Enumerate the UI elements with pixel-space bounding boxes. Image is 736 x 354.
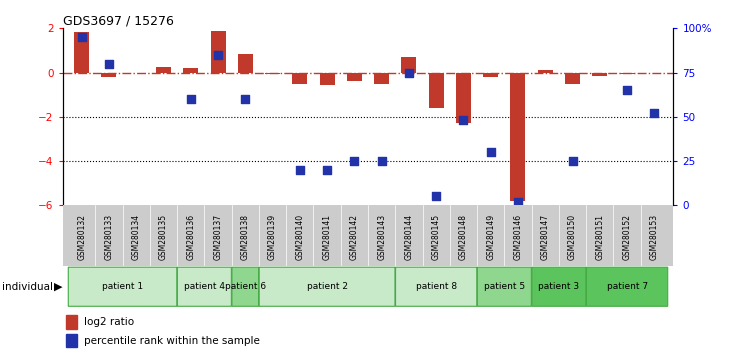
Text: GSM280137: GSM280137 bbox=[213, 214, 222, 261]
Text: GSM280135: GSM280135 bbox=[159, 214, 168, 261]
Text: patient 3: patient 3 bbox=[538, 282, 579, 291]
Text: GSM280138: GSM280138 bbox=[241, 214, 250, 260]
Text: GSM280133: GSM280133 bbox=[105, 214, 113, 261]
Text: GDS3697 / 15276: GDS3697 / 15276 bbox=[63, 14, 174, 27]
Text: GSM280152: GSM280152 bbox=[623, 214, 631, 260]
Text: patient 4: patient 4 bbox=[184, 282, 225, 291]
Text: GSM280150: GSM280150 bbox=[568, 214, 577, 261]
Text: percentile rank within the sample: percentile rank within the sample bbox=[84, 336, 260, 346]
Bar bbox=[238, 54, 252, 73]
Text: patient 7: patient 7 bbox=[606, 282, 648, 291]
Text: GSM280147: GSM280147 bbox=[541, 214, 550, 261]
Text: patient 2: patient 2 bbox=[307, 282, 347, 291]
Text: GSM280140: GSM280140 bbox=[295, 214, 304, 261]
Point bbox=[348, 158, 360, 164]
Bar bbox=[102, 73, 116, 77]
FancyBboxPatch shape bbox=[478, 267, 531, 306]
Point bbox=[376, 158, 388, 164]
Bar bbox=[74, 32, 89, 73]
Point bbox=[76, 34, 88, 40]
Bar bbox=[511, 73, 526, 201]
Text: GSM280151: GSM280151 bbox=[595, 214, 604, 260]
Point bbox=[294, 167, 305, 173]
Text: GSM280134: GSM280134 bbox=[132, 214, 141, 261]
Bar bbox=[456, 73, 471, 124]
Bar bbox=[156, 67, 171, 73]
Point bbox=[185, 96, 197, 102]
Point bbox=[103, 61, 115, 67]
Text: patient 8: patient 8 bbox=[416, 282, 457, 291]
Text: GSM280145: GSM280145 bbox=[432, 214, 441, 261]
Bar bbox=[66, 315, 77, 329]
Point bbox=[485, 149, 497, 155]
Bar bbox=[374, 73, 389, 84]
Text: patient 1: patient 1 bbox=[102, 282, 143, 291]
Text: GSM280149: GSM280149 bbox=[486, 214, 495, 261]
Bar bbox=[347, 73, 362, 81]
Text: GSM280141: GSM280141 bbox=[322, 214, 332, 260]
Bar bbox=[484, 73, 498, 77]
Point bbox=[403, 70, 415, 75]
FancyBboxPatch shape bbox=[532, 267, 586, 306]
FancyBboxPatch shape bbox=[232, 267, 258, 306]
Bar bbox=[183, 68, 198, 73]
Text: GSM280142: GSM280142 bbox=[350, 214, 359, 260]
Point bbox=[212, 52, 224, 58]
Point bbox=[621, 87, 633, 93]
Bar bbox=[538, 70, 553, 73]
Point bbox=[239, 96, 251, 102]
Bar bbox=[620, 73, 634, 74]
Text: ▶: ▶ bbox=[54, 282, 63, 292]
Text: GSM280148: GSM280148 bbox=[459, 214, 468, 260]
Point bbox=[431, 194, 442, 199]
Text: GSM280153: GSM280153 bbox=[650, 214, 659, 261]
Bar bbox=[319, 73, 335, 85]
FancyBboxPatch shape bbox=[177, 267, 231, 306]
FancyBboxPatch shape bbox=[68, 267, 177, 306]
FancyBboxPatch shape bbox=[259, 267, 395, 306]
FancyBboxPatch shape bbox=[587, 267, 668, 306]
Bar bbox=[565, 73, 580, 84]
Bar bbox=[401, 57, 417, 73]
Text: GSM280143: GSM280143 bbox=[377, 214, 386, 261]
Point bbox=[321, 167, 333, 173]
Point bbox=[567, 158, 578, 164]
Text: patient 5: patient 5 bbox=[484, 282, 525, 291]
Text: GSM280136: GSM280136 bbox=[186, 214, 195, 261]
Text: GSM280132: GSM280132 bbox=[77, 214, 86, 260]
Text: individual: individual bbox=[2, 282, 53, 292]
Text: GSM280144: GSM280144 bbox=[404, 214, 414, 261]
Bar bbox=[428, 73, 444, 108]
Point bbox=[648, 110, 660, 116]
Bar bbox=[292, 73, 308, 84]
Text: GSM280139: GSM280139 bbox=[268, 214, 277, 261]
Bar bbox=[265, 73, 280, 74]
Bar bbox=[66, 334, 77, 347]
FancyBboxPatch shape bbox=[395, 267, 477, 306]
Point bbox=[458, 118, 470, 123]
Bar bbox=[592, 73, 607, 76]
Text: patient 6: patient 6 bbox=[224, 282, 266, 291]
Text: GSM280146: GSM280146 bbox=[514, 214, 523, 261]
Bar bbox=[210, 30, 225, 73]
Text: log2 ratio: log2 ratio bbox=[84, 318, 134, 327]
Point bbox=[512, 199, 524, 205]
